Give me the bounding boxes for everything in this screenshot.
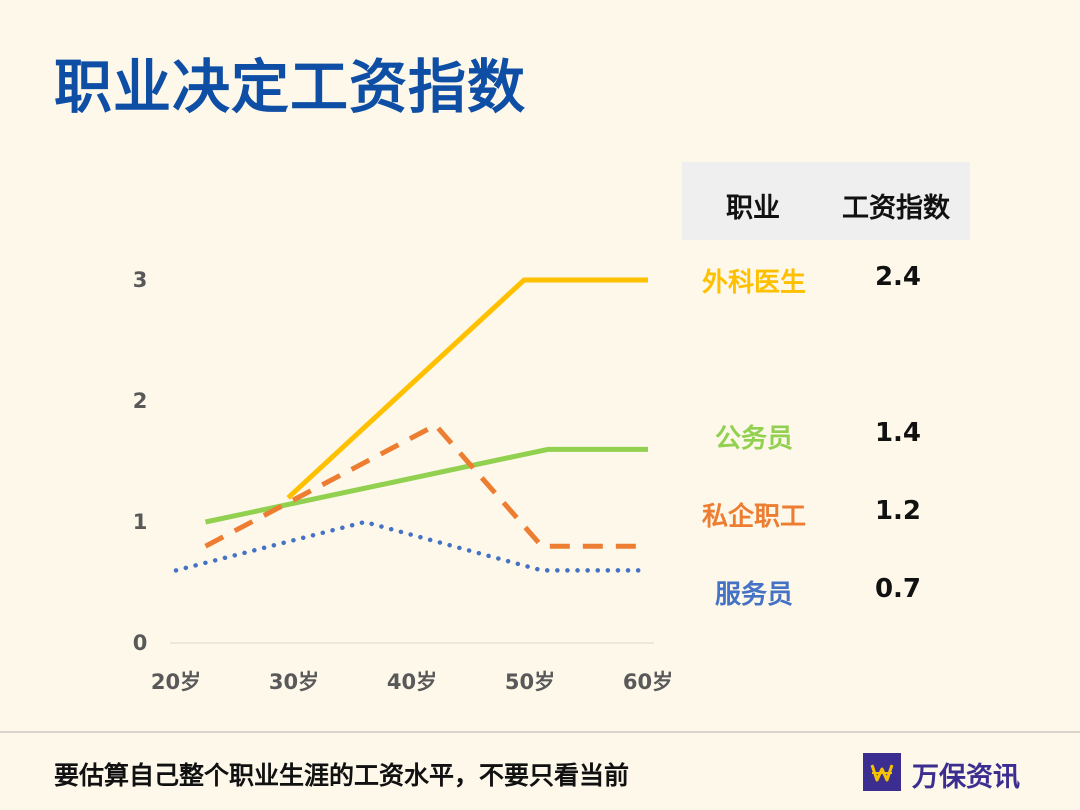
row-name-waiter: 服务员	[714, 580, 793, 610]
x-tick-label: 20岁	[151, 670, 201, 694]
brand-logo-icon	[863, 753, 901, 791]
series-line-surgeon	[286, 277, 648, 500]
series-line-waiter	[173, 519, 651, 573]
x-tick-label: 50岁	[505, 670, 555, 694]
row-name-surgeon: 外科医生	[701, 268, 806, 298]
series-line-civil-servant	[204, 446, 648, 525]
header-salary-index: 工资指数	[842, 193, 950, 224]
y-tick-label: 1	[133, 510, 148, 534]
y-tick-label: 3	[133, 268, 148, 292]
row-name-civil-servant: 公务员	[714, 424, 793, 454]
footer-caption: 要估算自己整个职业生涯的工资水平，不要只看当前	[54, 761, 630, 790]
brand-name: 万保资讯	[912, 762, 1020, 793]
series-line-private-employee	[204, 422, 648, 549]
table-header: 职业 工资指数	[682, 162, 970, 240]
header-occupation: 职业	[726, 193, 780, 224]
row-value-private-employee: 1.2	[874, 496, 922, 526]
page-title: 职业决定工资指数	[54, 53, 527, 121]
row-value-waiter: 0.7	[874, 574, 922, 604]
x-tick-label: 30岁	[269, 670, 319, 694]
y-tick-label: 2	[133, 389, 148, 413]
y-tick-label: 0	[133, 631, 148, 655]
x-tick-label: 60岁	[623, 670, 673, 694]
x-tick-label: 40岁	[387, 670, 437, 694]
row-name-private-employee: 私企职工	[701, 502, 806, 532]
row-value-civil-servant: 1.4	[874, 418, 922, 448]
row-value-surgeon: 2.4	[874, 262, 922, 292]
footer-divider	[0, 731, 1080, 733]
